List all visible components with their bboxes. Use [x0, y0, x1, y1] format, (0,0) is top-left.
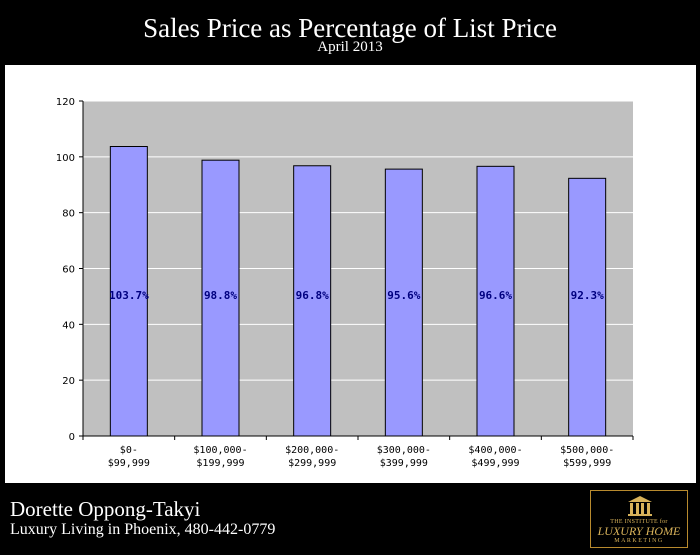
pillars-icon: [628, 496, 652, 516]
bar: [476, 165, 515, 437]
y-tick-label: 20: [62, 376, 75, 387]
logo-line-2: LUXURY HOME: [597, 524, 681, 538]
agent-tagline: Luxury Living in Phoenix, 480-442-0779: [10, 521, 276, 538]
x-tick-label: $400,000-: [468, 445, 522, 456]
y-tick-label: 80: [62, 209, 75, 220]
data-label: 96.6%: [479, 289, 512, 302]
y-tick-label: 0: [69, 432, 75, 443]
x-tick-label: $99,999: [108, 458, 150, 469]
x-tick-label: $500,000-: [560, 445, 614, 456]
x-tick-label: $200,000-: [285, 445, 339, 456]
x-tick-label: $599,999: [563, 458, 611, 469]
x-tick-label: $399,999: [380, 458, 428, 469]
chart-subtitle: April 2013: [317, 39, 383, 55]
y-tick-label: 120: [56, 97, 75, 108]
y-tick-label: 100: [56, 153, 75, 164]
x-tick-label: $0-: [120, 445, 138, 456]
x-tick-label: $100,000-: [193, 445, 247, 456]
data-label: 92.3%: [571, 289, 604, 302]
data-label: 103.7%: [109, 289, 149, 302]
x-tick-label: $199,999: [196, 458, 244, 469]
logo-line-1: THE INSTITUTE for: [610, 519, 668, 525]
bar: [568, 177, 607, 437]
x-tick-label: $299,999: [288, 458, 336, 469]
bar: [201, 159, 240, 437]
y-tick-label: 40: [62, 320, 75, 331]
institute-logo: THE INSTITUTE for LUXURY HOME MARKETING: [590, 490, 688, 548]
x-tick-label: $300,000-: [377, 445, 431, 456]
bar-chart: 0 20 40 60 80 100 120 103.7% $0- $99,999 98.8% $100…: [56, 97, 634, 469]
bar: [293, 165, 332, 437]
x-tick-label: $499,999: [471, 458, 519, 469]
data-label: 95.6%: [387, 289, 420, 302]
logo-line-3: MARKETING: [614, 538, 664, 544]
agent-name: Dorette Oppong-Takyi: [10, 497, 201, 521]
chart-title: Sales Price as Percentage of List Price: [143, 13, 557, 43]
y-tick-label: 60: [62, 265, 75, 276]
data-label: 98.8%: [204, 289, 237, 302]
bar: [109, 146, 148, 437]
chart-panel: 0 20 40 60 80 100 120 103.7% $0- $99,999 98.8% $100…: [5, 65, 696, 483]
bar: [384, 168, 423, 437]
data-label: 96.8%: [296, 289, 329, 302]
